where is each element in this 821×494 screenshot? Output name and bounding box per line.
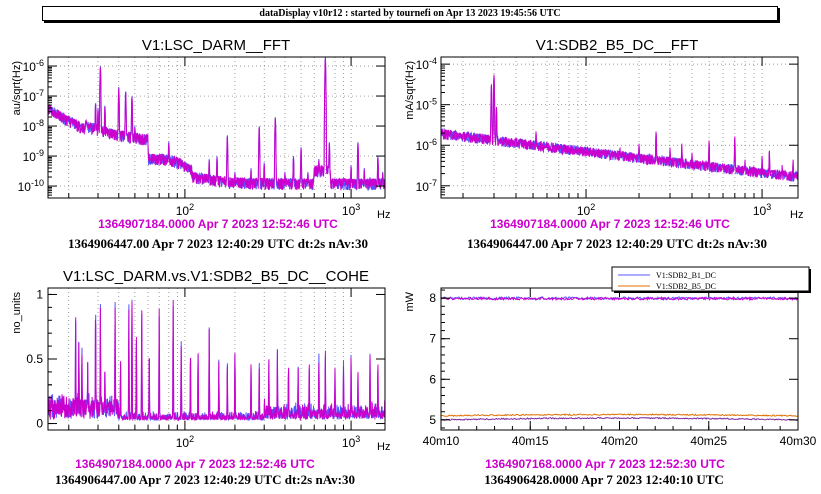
chart-title: V1:LSC_DARM__FFT bbox=[142, 37, 290, 54]
gps-time-current: 1364907184.0000 Apr 7 2023 12:52:46 UTC bbox=[98, 217, 338, 231]
y-tick-label: 10-6 bbox=[416, 137, 437, 153]
y-tick-label: 7 bbox=[429, 332, 436, 346]
legend-shadow bbox=[809, 269, 811, 293]
series-sdb2-b5-dc-line bbox=[441, 296, 798, 302]
y-tick-label: 6 bbox=[429, 372, 436, 386]
y-tick-label: 10-4 bbox=[416, 56, 437, 72]
plot-area bbox=[441, 295, 798, 421]
y-tick-label: 10-6 bbox=[23, 58, 44, 74]
y-tick-label: 10-7 bbox=[23, 88, 44, 104]
x-unit-label: Hz bbox=[790, 209, 803, 221]
plot-frame bbox=[440, 287, 799, 431]
x-tick-label: 40m25 bbox=[690, 434, 727, 448]
plot-area bbox=[441, 74, 798, 182]
x-tick-label: 40m15 bbox=[512, 434, 549, 448]
x-tick-label: 40m20 bbox=[601, 434, 638, 448]
x-tick-label: 40m30 bbox=[780, 434, 817, 448]
gps-time-reference: 1364906447.00 Apr 7 2023 12:40:29 UTC dt… bbox=[467, 236, 767, 251]
y-tick-label: 0 bbox=[36, 417, 43, 431]
chart-title: V1:SDB2_B5_DC__FFT bbox=[536, 37, 699, 54]
panel-coherence: V1:LSC_DARM.vs.V1:SDB2_B5_DC__COHE 0 0.5 1 1… bbox=[11, 268, 390, 487]
series-current-line bbox=[441, 74, 798, 182]
series-sdb2-b1-dc-trace bbox=[441, 416, 798, 421]
banner: dataDisplay v10r12 : started by tournefi… bbox=[42, 6, 778, 21]
y-tick-label: 1 bbox=[36, 287, 43, 301]
x-tick-label: 103 bbox=[753, 202, 771, 218]
y-axis-label: no_units bbox=[11, 292, 23, 334]
x-tick-label: 102 bbox=[577, 202, 595, 218]
x-unit-label: Hz bbox=[377, 441, 390, 453]
y-tick-label: 10-8 bbox=[23, 118, 44, 134]
legend-box bbox=[611, 266, 810, 292]
gps-time-current: 1364907184.0000 Apr 7 2023 12:52:46 UTC bbox=[490, 217, 730, 231]
series-sdb2-b1-dc-line bbox=[441, 295, 798, 301]
plot-area bbox=[48, 57, 385, 192]
gps-time-reference: 1364906447.00 Apr 7 2023 12:40:29 UTC dt… bbox=[68, 236, 368, 251]
y-tick-label: 10-5 bbox=[416, 97, 437, 113]
y-tick-label: 8 bbox=[429, 291, 436, 305]
gps-time-current: 1364907184.0000 Apr 7 2023 12:52:46 UTC bbox=[75, 457, 315, 471]
x-tick-label: 102 bbox=[176, 202, 194, 218]
x-tick-label: 102 bbox=[176, 434, 194, 450]
panel-sdb2-b5-fft: V1:SDB2_B5_DC__FFT 10-7 10-6 10-5 10-4 102 103… bbox=[404, 37, 803, 251]
x-tick-label: 103 bbox=[342, 202, 360, 218]
legend-entry: V1:SDB2_B5_DC bbox=[656, 282, 716, 291]
series-current-line bbox=[48, 58, 385, 191]
gps-time-reference: 1364906447.00 Apr 7 2023 12:40:29 UTC dt… bbox=[55, 472, 355, 487]
y-axis-label: mW bbox=[404, 291, 416, 311]
y-tick-label: 0.5 bbox=[26, 352, 43, 366]
legend: V1:SDB2_B1_DC V1:SDB2_B5_DC bbox=[611, 266, 811, 293]
x-unit-label: Hz bbox=[377, 209, 390, 221]
y-tick-label: 5 bbox=[429, 413, 436, 427]
x-tick-label: 40m10 bbox=[423, 434, 460, 448]
series-current-line bbox=[48, 299, 385, 422]
x-tick-label: 103 bbox=[342, 434, 360, 450]
y-tick-label: 10-10 bbox=[18, 178, 44, 194]
legend-entry: V1:SDB2_B1_DC bbox=[656, 271, 716, 280]
chart-title: V1:LSC_DARM.vs.V1:SDB2_B5_DC__COHE bbox=[63, 268, 369, 285]
panel-darm-fft: V1:LSC_DARM__FFT 10-10 10-9 10-8 10-7 10-6 102… bbox=[11, 37, 390, 251]
plot-frame bbox=[440, 56, 799, 199]
y-tick-label: 10-7 bbox=[416, 178, 437, 194]
y-axis-label: mA/sqrt(Hz) bbox=[404, 61, 416, 120]
gps-time-reference: 1364906428.0000 Apr 7 2023 12:40:10 UTC bbox=[484, 472, 724, 487]
series-sdb2-b5-dc-trace bbox=[441, 413, 798, 418]
y-tick-label: 10-9 bbox=[23, 148, 44, 164]
gps-time-current: 1364907168.0000 Apr 7 2023 12:52:30 UTC bbox=[485, 457, 725, 471]
legend-shadow bbox=[614, 291, 811, 293]
panel-dc-trend: 5 6 7 8 40m10 40m15 40m20 40m25 40m30 mW V1:SDB2_B… bbox=[404, 266, 817, 487]
plot-area bbox=[48, 299, 385, 422]
y-axis-label: au/sqrt(Hz) bbox=[11, 61, 23, 115]
